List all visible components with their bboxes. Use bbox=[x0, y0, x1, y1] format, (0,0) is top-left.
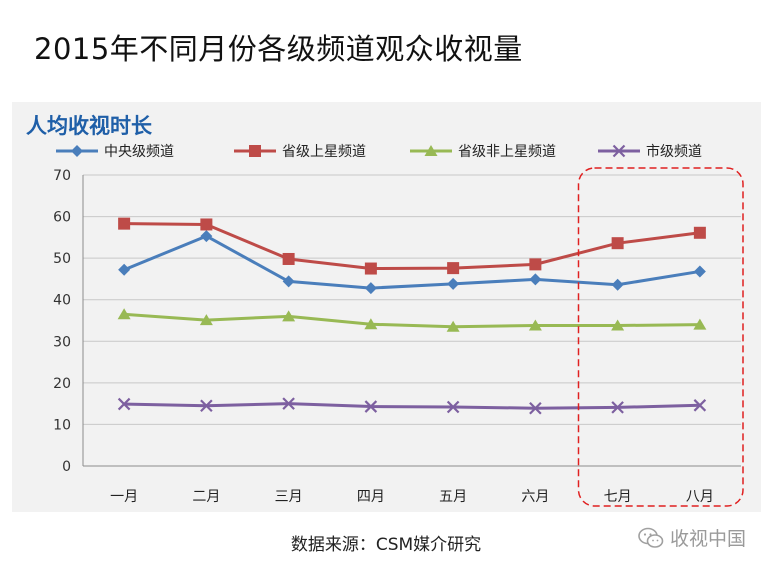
data-point bbox=[693, 226, 706, 239]
data-point bbox=[528, 319, 542, 331]
x-tick-label: 四月 bbox=[357, 489, 385, 505]
data-point bbox=[611, 319, 625, 331]
highlight-box bbox=[577, 167, 744, 507]
series-3 bbox=[117, 308, 707, 332]
data-point bbox=[118, 263, 131, 276]
data-point bbox=[200, 230, 213, 243]
x-tick-label: 一月 bbox=[110, 489, 138, 505]
data-point bbox=[612, 144, 626, 158]
data-point bbox=[529, 258, 542, 271]
data-point bbox=[446, 400, 460, 414]
data-point bbox=[364, 400, 378, 413]
watermark: 收视中国 bbox=[638, 524, 746, 551]
y-tick-label: 60 bbox=[53, 210, 71, 226]
series-line bbox=[124, 222, 701, 271]
data-point bbox=[693, 265, 706, 278]
x-tick-label: 三月 bbox=[275, 489, 303, 505]
y-tick-label: 20 bbox=[53, 376, 71, 392]
legend-label: 市级频道 bbox=[646, 143, 702, 160]
data-point bbox=[200, 218, 213, 231]
data-point bbox=[447, 262, 460, 275]
legend-item: 省级上星频道 bbox=[234, 144, 366, 160]
series-1 bbox=[118, 230, 706, 295]
y-tick-label: 50 bbox=[53, 251, 71, 267]
data-point bbox=[364, 282, 377, 295]
data-point bbox=[117, 308, 131, 320]
data-point bbox=[249, 145, 261, 157]
data-point bbox=[529, 401, 542, 415]
data-point bbox=[364, 318, 378, 330]
data-point bbox=[282, 252, 295, 265]
legend: 中央级频道 省级上星频道 省级非上星频道 市级频道 bbox=[56, 143, 702, 160]
data-point bbox=[611, 237, 624, 250]
legend-item: 中央级频道 bbox=[56, 144, 174, 160]
legend-item: 省级非上星频道 bbox=[410, 144, 556, 160]
data-point bbox=[199, 314, 213, 326]
series-2 bbox=[118, 217, 706, 275]
grid bbox=[83, 174, 741, 425]
line-chart: 人均收视时长 中央级频道 省级上星频道 省级非上星频道 市级频道 0 10 20 30 40 5… bbox=[26, 114, 744, 507]
series-line bbox=[124, 312, 700, 329]
x-tick-label: 二月 bbox=[192, 489, 220, 505]
data-point bbox=[447, 277, 460, 290]
data-point bbox=[117, 397, 131, 411]
data-point bbox=[424, 145, 438, 156]
y-tick-label: 0 bbox=[62, 459, 71, 475]
y-tick-label: 30 bbox=[53, 334, 71, 350]
data-point bbox=[693, 399, 707, 412]
series-line bbox=[124, 402, 700, 410]
data-point bbox=[282, 397, 295, 410]
data-point bbox=[282, 310, 296, 322]
x-tick-label: 六月 bbox=[521, 489, 549, 505]
y-axis: 0 10 20 30 40 50 60 70 bbox=[53, 168, 84, 475]
series-layer bbox=[117, 217, 707, 415]
y-tick-label: 40 bbox=[53, 293, 71, 309]
data-point bbox=[282, 275, 295, 288]
x-tick-label: 五月 bbox=[439, 489, 467, 505]
x-tick-label: 七月 bbox=[604, 489, 632, 505]
source-note: 数据来源：CSM媒介研究 bbox=[290, 535, 482, 555]
series-line bbox=[123, 234, 701, 290]
data-point bbox=[611, 401, 624, 414]
data-point bbox=[693, 318, 707, 330]
data-point bbox=[529, 273, 542, 286]
legend-item: 市级频道 bbox=[598, 143, 702, 160]
wechat-icon bbox=[638, 527, 664, 548]
x-tick-label: 八月 bbox=[686, 489, 714, 505]
legend-label: 省级上星频道 bbox=[282, 144, 366, 160]
data-point bbox=[200, 399, 213, 412]
series-4 bbox=[117, 397, 707, 415]
chart-panel: 人均收视时长 中央级频道 省级上星频道 省级非上星频道 市级频道 0 10 20 30 40 5… bbox=[12, 102, 761, 512]
data-point bbox=[118, 217, 131, 230]
chart-title: 人均收视时长 bbox=[26, 114, 153, 138]
y-tick-label: 10 bbox=[53, 417, 71, 433]
x-axis: 一月 二月 三月 四月 五月 六月 七月 八月 bbox=[83, 465, 741, 505]
watermark-text: 收视中国 bbox=[669, 528, 746, 550]
data-point bbox=[611, 278, 624, 291]
data-point bbox=[364, 262, 377, 275]
data-point bbox=[446, 320, 460, 332]
legend-label: 中央级频道 bbox=[104, 144, 174, 160]
page-title: 2015年不同月份各级频道观众收视量 bbox=[34, 32, 523, 66]
legend-label: 省级非上星频道 bbox=[458, 144, 556, 160]
y-tick-label: 70 bbox=[53, 168, 71, 184]
data-point bbox=[71, 145, 83, 157]
